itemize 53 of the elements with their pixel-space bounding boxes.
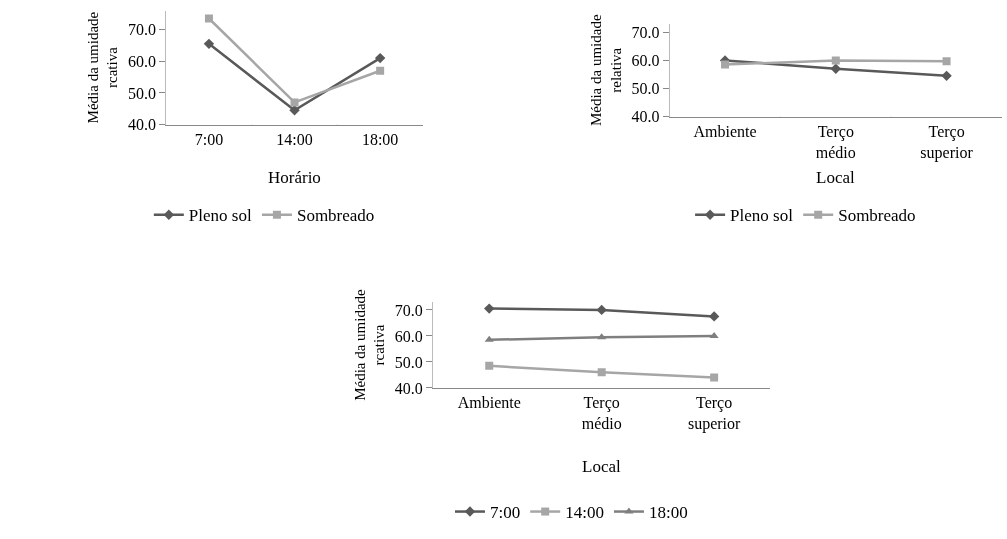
point — [484, 303, 495, 314]
y-axis-title: Média da umidade rcativa — [84, 11, 121, 124]
point — [941, 70, 952, 82]
x-tick-label: Ambiente — [693, 122, 757, 140]
point — [596, 304, 607, 316]
point — [485, 361, 494, 370]
x-tick-label: Terço superior — [687, 394, 742, 433]
legend-label: 14:00 — [565, 503, 604, 523]
x-tick-label: 7:00 — [194, 130, 224, 148]
x-tick-label: 18:00 — [361, 130, 399, 148]
point — [374, 52, 386, 64]
y-tick-label: 60.0 — [394, 327, 423, 345]
y-tick-label: 40.0 — [394, 379, 423, 397]
legend-label: Sombreado — [296, 206, 375, 226]
x-axis-title: Local — [582, 457, 621, 476]
y-tick-label: 50.0 — [631, 80, 660, 98]
point — [942, 57, 951, 66]
y-tick-label: 70.0 — [394, 301, 423, 319]
point — [721, 60, 730, 69]
point — [708, 311, 720, 322]
legend-label: Pleno sol — [730, 206, 794, 226]
point — [484, 335, 494, 342]
y-tick-label: 70.0 — [631, 23, 660, 41]
x-tick-label: Ambiente — [457, 394, 521, 412]
x-axis-title: Horário — [268, 168, 321, 187]
legend-label: Pleno sol — [188, 206, 252, 226]
point — [710, 373, 719, 382]
y-tick-label: 50.0 — [394, 353, 423, 371]
y-tick-label: 60.0 — [631, 51, 660, 69]
y-tick-label: 60.0 — [127, 52, 156, 70]
y-axis-title: Média da umidade rcativa — [351, 288, 388, 401]
legend-label: Sombreado — [838, 206, 916, 226]
point — [203, 38, 215, 50]
point — [290, 98, 299, 107]
x-axis-title: Local — [816, 168, 855, 187]
point — [709, 331, 719, 338]
legend-label: 18:00 — [648, 503, 688, 523]
y-axis-title: Média da umidade relativa — [588, 14, 624, 127]
point — [376, 66, 385, 75]
x-tick-label: Terço superior — [920, 122, 974, 162]
point — [597, 368, 606, 377]
point — [289, 105, 300, 116]
y-tick-label: 40.0 — [631, 108, 660, 126]
legend-label: 7:00 — [489, 503, 521, 523]
x-tick-label: 14:00 — [276, 130, 313, 148]
y-tick-label: 70.0 — [127, 21, 156, 39]
x-tick-label: Terço médio — [581, 394, 622, 432]
point — [831, 56, 840, 65]
y-tick-label: 50.0 — [127, 84, 156, 102]
y-tick-label: 40.0 — [127, 116, 156, 134]
x-tick-label: Terço médio — [815, 122, 856, 161]
point — [204, 14, 213, 23]
point — [597, 333, 607, 340]
